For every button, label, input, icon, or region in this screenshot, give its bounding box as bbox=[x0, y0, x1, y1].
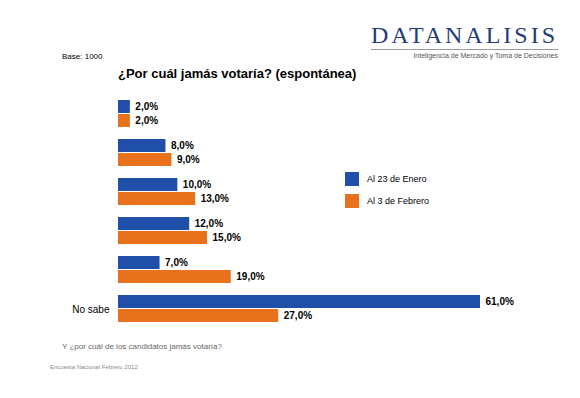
svg-text:12,0%: 12,0% bbox=[195, 218, 223, 229]
html-text:Inteligencia de Mercado y Toma: Inteligencia de Mercado y Toma de Decisi… bbox=[413, 52, 558, 59]
svg-text:9,0%: 9,0% bbox=[177, 154, 200, 165]
html-text:Encuesta Nacional Febrero 2012: Encuesta Nacional Febrero 2012 bbox=[50, 364, 138, 370]
html-text:DATANALISIS: DATANALISIS bbox=[370, 22, 558, 48]
svg-text:2,0%: 2,0% bbox=[135, 115, 158, 126]
svg-text:7,0%: 7,0% bbox=[165, 257, 188, 268]
svg-text:13,0%: 13,0% bbox=[201, 193, 229, 204]
svg-text:No sabe: No sabe bbox=[72, 304, 110, 315]
svg-text:27,0%: 27,0% bbox=[284, 310, 312, 321]
svg-text:15,0%: 15,0% bbox=[213, 232, 241, 243]
html-text:¿Por cuál jamás votaría? (espo: ¿Por cuál jamás votaría? (espontánea) bbox=[118, 66, 357, 81]
html-text:Base: 1000: Base: 1000 bbox=[62, 52, 103, 61]
svg-text:2,0%: 2,0% bbox=[135, 101, 158, 112]
svg-text:8,0%: 8,0% bbox=[171, 140, 194, 151]
html-text:Al 23 de Enero: Al 23 de Enero bbox=[367, 174, 427, 184]
svg-text:19,0%: 19,0% bbox=[236, 271, 264, 282]
html-text:Al 3 de Febrero: Al 3 de Febrero bbox=[367, 196, 429, 206]
svg-text:10,0%: 10,0% bbox=[183, 179, 211, 190]
svg-text:61,0%: 61,0% bbox=[486, 296, 514, 307]
html-text:Y ¿por cuál de los candidatos: Y ¿por cuál de los candidatos jamás vota… bbox=[62, 342, 222, 351]
